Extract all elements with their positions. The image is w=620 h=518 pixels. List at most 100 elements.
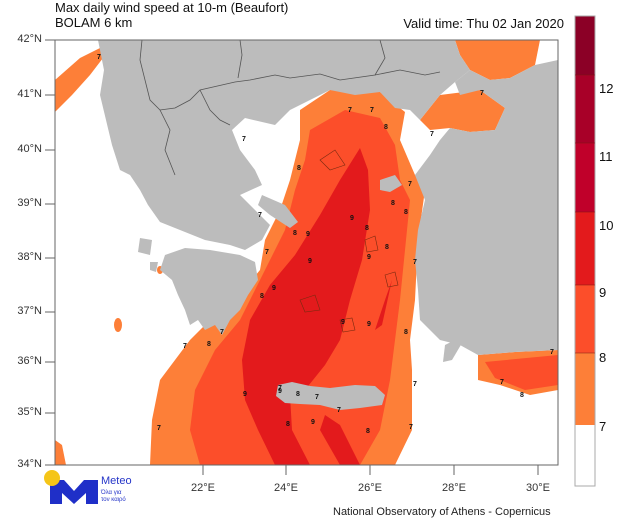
svg-text:7: 7 (409, 424, 413, 431)
svg-text:7: 7 (258, 212, 262, 219)
land-crete (276, 382, 385, 410)
svg-text:9: 9 (341, 319, 345, 326)
svg-text:9: 9 (367, 254, 371, 261)
svg-text:7: 7 (183, 343, 187, 350)
svg-text:7: 7 (97, 54, 101, 61)
lat-label-41: 41°N (17, 88, 42, 100)
svg-text:8: 8 (391, 200, 395, 207)
map-frame (54, 39, 559, 466)
svg-text:7: 7 (348, 107, 352, 114)
land-peloponnese (160, 248, 258, 335)
svg-text:8: 8 (207, 341, 211, 348)
colorbar-segment-above-12 (575, 16, 595, 75)
contour-lines (299, 149, 399, 333)
wind-zone-9-east-strip (375, 280, 392, 330)
lat-label-38: 38°N (17, 251, 42, 263)
colorbar-segment-7-8 (575, 353, 595, 425)
svg-text:8: 8 (520, 392, 524, 399)
svg-text:8: 8 (297, 165, 301, 172)
land-lesvos (380, 175, 402, 192)
wind-patch (114, 318, 122, 332)
wind-zone-8-levantine (485, 355, 558, 390)
logo-tagline-line-1: Όλα για (101, 490, 122, 496)
country-borders (139, 40, 441, 176)
meteo-m-icon (50, 480, 98, 504)
colorbar-label-8: 8 (599, 350, 607, 365)
logo-tagline: Όλα για τον καιρό (101, 490, 141, 504)
logo-tagline-line-2: τον καιρό (101, 497, 126, 503)
svg-text:9: 9 (278, 388, 282, 395)
svg-text:7: 7 (220, 329, 224, 336)
sun-icon (44, 470, 60, 486)
wind-zone-9 (242, 148, 370, 465)
meteo-logo[interactable]: Meteo Όλα για τον καιρό (40, 470, 150, 506)
wind-zone-7-blacksea (455, 40, 540, 80)
svg-text:8: 8 (293, 230, 297, 237)
land-rhodes (443, 340, 462, 362)
svg-text:9: 9 (243, 391, 247, 398)
colorbar (574, 15, 596, 487)
lon-label-22: 22°E (191, 482, 215, 494)
land-kefalonia (138, 238, 152, 255)
lat-label-40: 40°N (17, 143, 42, 155)
svg-text:9: 9 (367, 321, 371, 328)
lat-label-36: 36°N (17, 355, 42, 367)
wind-zone-7-marmara (420, 90, 505, 132)
svg-text:7: 7 (408, 181, 412, 188)
svg-text:7: 7 (278, 385, 282, 392)
lon-label-24: 24°E (274, 482, 298, 494)
lat-ticks (45, 39, 55, 466)
colorbar-label-10: 10 (599, 218, 614, 233)
logo-name: Meteo (101, 475, 132, 487)
lat-label-42: 42°N (17, 33, 42, 45)
svg-text:7: 7 (157, 425, 161, 432)
svg-text:9: 9 (272, 285, 276, 292)
svg-text:7: 7 (370, 107, 374, 114)
colorbar-label-11: 11 (599, 149, 613, 164)
svg-text:7: 7 (265, 249, 269, 256)
valid-time: Valid time: Thu 02 Jan 2020 (403, 16, 564, 31)
colorbar-label-7: 7 (599, 419, 607, 434)
land-balkans (98, 40, 470, 250)
svg-text:7: 7 (337, 407, 341, 414)
land-zakynthos (150, 262, 158, 272)
svg-text:7: 7 (500, 379, 504, 386)
colorbar-segment-9-10 (575, 212, 595, 285)
svg-text:8: 8 (260, 293, 264, 300)
title-line-2: BOLAM 6 km (55, 15, 133, 30)
svg-text:7: 7 (242, 136, 246, 143)
lat-label-34: 34°N (17, 458, 42, 470)
colorbar-label-9: 9 (599, 285, 607, 300)
wind-patch (55, 440, 66, 465)
colorbar-segment-11-12 (575, 75, 595, 143)
footer-credit: National Observatory of Athens - Coperni… (333, 506, 551, 518)
svg-text:7: 7 (550, 349, 554, 356)
svg-text:8: 8 (286, 421, 290, 428)
wind-zone-9-south-band (320, 415, 360, 465)
colorbar-segment-8-9 (575, 285, 595, 353)
lat-label-37: 37°N (17, 305, 42, 317)
colorbar-segment-10-11 (575, 143, 595, 212)
contour-value-labels: 7 7 7 8 7 7 7 8 7 8 8 7 9 8 8 9 8 9 7 9 (97, 54, 554, 435)
svg-text:7: 7 (315, 394, 319, 401)
land-evia (258, 195, 298, 228)
lat-label-39: 39°N (17, 197, 42, 209)
svg-text:9: 9 (306, 231, 310, 238)
svg-text:8: 8 (404, 329, 408, 336)
lon-ticks (202, 465, 539, 475)
colorbar-label-12: 12 (599, 81, 614, 96)
lon-label-28: 28°E (442, 482, 466, 494)
svg-text:7: 7 (480, 90, 484, 97)
svg-text:8: 8 (385, 244, 389, 251)
svg-text:9: 9 (350, 215, 354, 222)
svg-text:8: 8 (296, 391, 300, 398)
lon-label-30: 30°E (526, 482, 550, 494)
title-line-1: Max daily wind speed at 10-m (Beaufort) (55, 0, 289, 15)
svg-text:7: 7 (413, 381, 417, 388)
svg-text:7: 7 (413, 259, 417, 266)
svg-text:8: 8 (404, 209, 408, 216)
land-turkey (415, 60, 558, 355)
svg-text:8: 8 (384, 124, 388, 131)
